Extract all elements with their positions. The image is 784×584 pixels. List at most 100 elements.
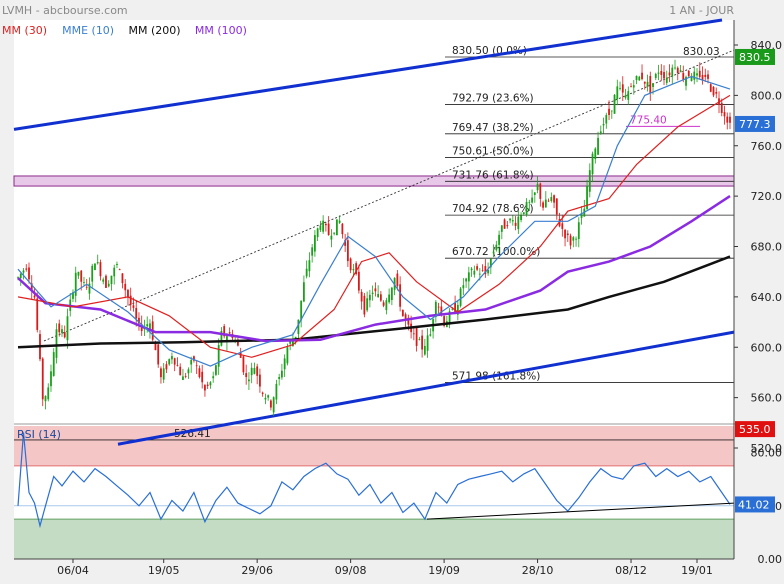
price-badge-label: 777.3 <box>739 118 771 131</box>
candle-body <box>355 263 358 275</box>
candle-body <box>223 326 226 337</box>
candle-body <box>514 222 517 226</box>
candle-body <box>577 222 580 240</box>
candle-body <box>390 287 393 300</box>
candle-body <box>679 70 682 72</box>
candle-body <box>360 291 363 302</box>
candle-body <box>674 67 676 69</box>
candle-body <box>588 170 591 192</box>
price-tick-label: 800.0 <box>751 89 783 102</box>
candle-body <box>665 77 668 83</box>
candle-body <box>481 270 484 272</box>
candle-body <box>25 268 28 270</box>
candle-body <box>520 215 522 221</box>
price-tick-label: 520.0 <box>751 442 783 455</box>
candle-body <box>597 137 599 155</box>
candle-body <box>566 233 569 236</box>
candle-body <box>693 71 696 80</box>
candle-body <box>564 229 566 239</box>
candle-body <box>261 392 264 394</box>
candle-body <box>610 110 613 112</box>
fib-label: 704.92 (78.6%) <box>452 203 534 215</box>
candle-body <box>646 81 649 87</box>
upper-channel-line <box>13 18 723 131</box>
candle-body <box>382 302 385 306</box>
price-tick-label: 840.0 <box>751 39 783 52</box>
candle-body <box>281 370 283 378</box>
candle-body <box>228 332 231 334</box>
candle-body <box>154 343 157 351</box>
candle-body <box>723 112 726 117</box>
candle-body <box>253 368 256 374</box>
candle-body <box>544 199 547 208</box>
candle-body <box>484 266 487 275</box>
candle-body <box>19 273 22 279</box>
candle-body <box>366 298 369 311</box>
candle-body <box>63 332 66 338</box>
candle-body <box>33 295 36 298</box>
candle-body <box>539 183 542 199</box>
candle-body <box>709 84 712 92</box>
candle-body <box>454 302 456 314</box>
candle-body <box>654 73 657 79</box>
candle-body <box>308 260 311 272</box>
candle-body <box>421 335 424 350</box>
candle-body <box>275 383 278 400</box>
candle-body <box>687 70 690 77</box>
candle-body <box>498 234 500 245</box>
candle-body <box>456 304 459 315</box>
candle-body <box>638 76 641 81</box>
ma200-line <box>17 255 731 349</box>
price-badge <box>735 115 775 132</box>
candle-body <box>525 201 528 216</box>
time-tick-label: 29/06 <box>241 564 273 577</box>
candle-body <box>242 356 245 373</box>
fib-label: 769.47 (38.2%) <box>452 122 534 134</box>
candle-body <box>613 94 616 114</box>
candle-body <box>652 83 654 88</box>
legend-entry: MM (30) <box>2 24 47 37</box>
ma30-line <box>17 94 731 358</box>
candle-body <box>165 364 168 370</box>
dotted-trendline <box>43 49 735 342</box>
candle-body <box>212 376 215 379</box>
candle-body <box>83 282 85 283</box>
candle-body <box>511 220 514 222</box>
candle-body <box>74 272 77 296</box>
candle-body <box>478 273 481 275</box>
price-tick-label: 720.0 <box>751 190 783 203</box>
candle-body <box>198 368 201 378</box>
candle-body <box>586 185 588 210</box>
candle-body <box>495 244 498 251</box>
rsi-line <box>17 432 731 529</box>
candle-body <box>160 368 162 378</box>
candle-body <box>215 365 217 375</box>
candle-body <box>66 316 69 341</box>
candle-body <box>124 283 127 291</box>
price-badge <box>735 421 775 438</box>
candle-body <box>698 70 701 77</box>
candle-body <box>256 366 259 376</box>
candle-body <box>575 238 577 240</box>
rsi-oversold-zone <box>14 519 734 559</box>
candle-body <box>377 293 380 297</box>
candle-body <box>149 323 151 330</box>
candle-body <box>690 75 693 81</box>
candle-body <box>487 269 489 274</box>
candle-body <box>561 223 564 229</box>
candle-body <box>157 344 160 365</box>
candle-body <box>302 282 305 302</box>
candle-body <box>201 371 204 383</box>
candle-body <box>338 220 341 223</box>
candle-body <box>333 232 336 234</box>
candle-body <box>319 225 322 230</box>
candle-body <box>434 301 437 318</box>
mme10-line <box>17 75 731 367</box>
candle-body <box>426 335 429 351</box>
candle-body <box>335 219 338 236</box>
candle-body <box>297 319 300 335</box>
candle-body <box>580 213 583 218</box>
candle-body <box>470 268 473 271</box>
legend-entry: MME (10) <box>62 24 114 37</box>
magenta-level-label: 775.40 <box>630 114 667 126</box>
